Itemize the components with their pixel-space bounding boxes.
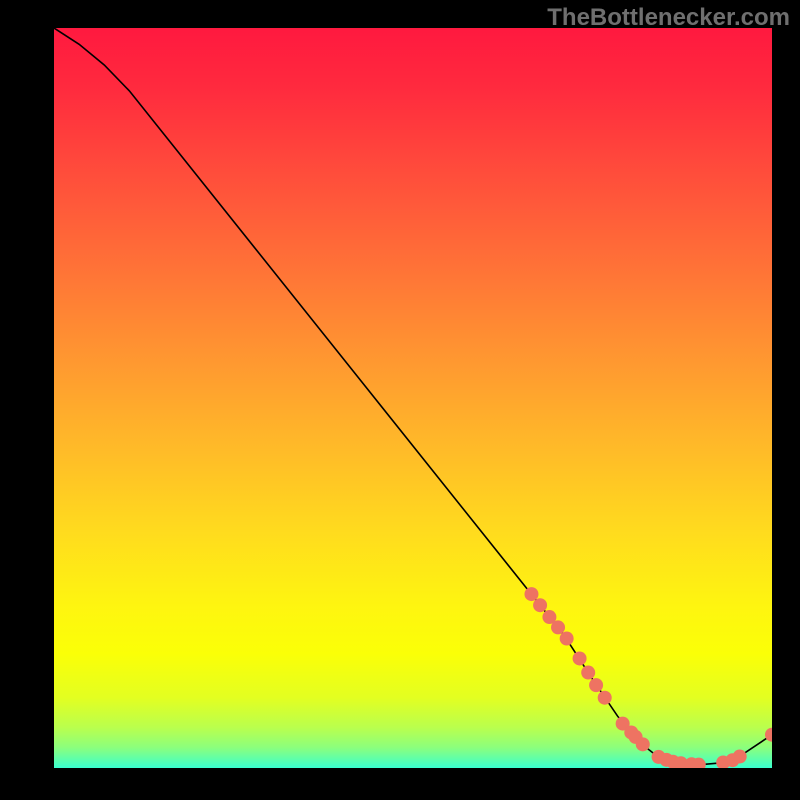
data-marker [524, 587, 538, 601]
data-marker [573, 651, 587, 665]
bottleneck-curve [54, 28, 772, 765]
data-marker [636, 737, 650, 751]
data-marker [551, 620, 565, 634]
watermark-text: TheBottlenecker.com [547, 4, 790, 32]
data-marker [598, 691, 612, 705]
chart-overlay [54, 28, 772, 768]
data-marker [533, 598, 547, 612]
marker-group [524, 587, 772, 768]
data-marker [560, 632, 574, 646]
data-marker [733, 750, 747, 764]
canvas: TheBottlenecker.com [0, 0, 800, 800]
plot-area [54, 28, 772, 768]
data-marker [589, 678, 603, 692]
data-marker [581, 666, 595, 680]
